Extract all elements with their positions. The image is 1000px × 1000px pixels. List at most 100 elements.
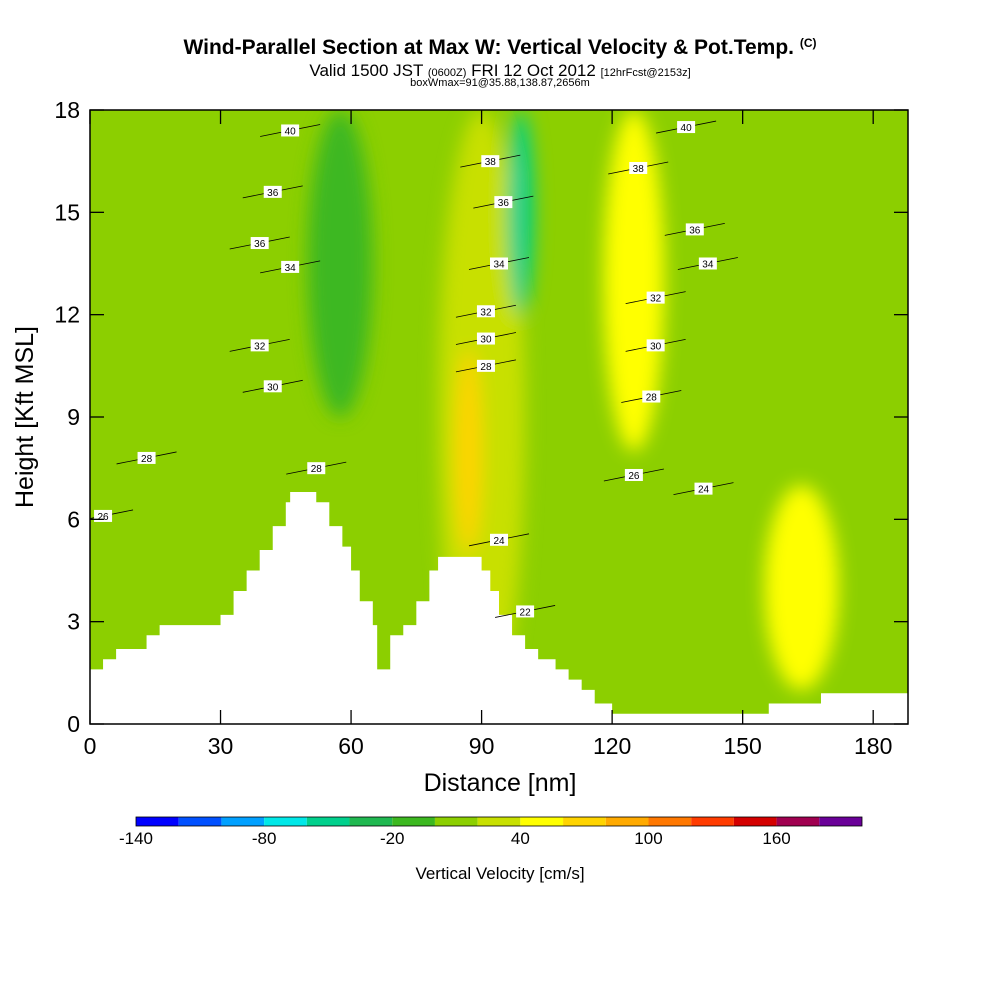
colorbar-swatch	[392, 817, 435, 826]
theta-label-text: 28	[311, 464, 323, 475]
theta-label-bg	[646, 291, 665, 304]
colorbar-swatch	[349, 817, 393, 826]
y-tick-label: 0	[67, 711, 80, 737]
theta-label-text: 38	[485, 157, 497, 168]
theta-label: 28	[476, 359, 495, 373]
theta-label-text: 34	[285, 263, 297, 274]
colorbar-tick-label: 40	[511, 829, 530, 848]
theta-label: 38	[481, 155, 500, 168]
y-tick-label: 9	[67, 404, 80, 430]
theta-label: 38	[629, 161, 648, 175]
x-tick-label: 120	[593, 733, 631, 759]
colorbar-tick-label: 100	[634, 829, 662, 848]
theta-label-text: 34	[493, 260, 505, 271]
y-tick-label: 18	[54, 97, 80, 123]
box-info: boxWmax=91@35.88,138.87,2656m	[410, 77, 590, 89]
theta-label: 34	[281, 260, 300, 274]
theta-label-bg	[490, 533, 508, 546]
y-tick-label: 12	[54, 302, 80, 328]
theta-label-text: 40	[681, 123, 693, 134]
title-text: Wind-Parallel Section at Max W: Vertical…	[183, 36, 794, 59]
theta-label: 26	[94, 509, 113, 523]
theta-label: 34	[698, 257, 717, 271]
colorbar-swatch	[520, 817, 564, 826]
theta-label-text: 24	[698, 485, 710, 496]
x-tick-label: 0	[84, 733, 97, 759]
theta-label-bg	[629, 161, 648, 174]
forecast-info: [12hrFcst@2153z]	[600, 67, 691, 79]
colorbar-swatch	[691, 817, 734, 826]
colorbar-tick-label: -140	[119, 829, 153, 848]
colorbar-swatch	[477, 817, 521, 826]
x-tick-label: 60	[338, 733, 364, 759]
theta-label-text: 38	[633, 164, 645, 175]
theta-label-bg	[476, 359, 495, 372]
colorbar: -140 -80 -20 40 100 160	[119, 816, 863, 848]
theta-label-text: 36	[498, 198, 510, 209]
x-tick-label: 150	[723, 733, 761, 759]
theta-label: 34	[490, 257, 508, 271]
theta-label-bg	[281, 124, 300, 137]
colorbar-swatch	[136, 817, 179, 826]
theta-label: 22	[516, 605, 535, 618]
theta-label-text: 36	[267, 188, 279, 199]
theta-label-text: 36	[254, 239, 266, 250]
theta-contour-labels: 26 28 30 32 34 36 36 40 28 28 30 32 34 36 38 24 22 38 40 36…	[94, 121, 717, 618]
colorbar-swatch	[221, 817, 265, 826]
valid-time: Valid 1500 JST	[309, 61, 424, 80]
theta-label: 28	[642, 390, 661, 404]
theta-label: 40	[677, 121, 696, 134]
w-cell	[307, 110, 373, 417]
theta-label-bg	[281, 260, 300, 273]
theta-label-bg	[698, 257, 717, 270]
theta-label-bg	[646, 339, 665, 352]
w-cell	[764, 485, 839, 690]
x-tick-label: 30	[208, 733, 234, 759]
theta-label-text: 30	[267, 382, 279, 393]
theta-label-text: 24	[493, 536, 505, 547]
y-tick-label: 6	[67, 506, 80, 532]
y-tick-label: 15	[54, 199, 80, 225]
theta-label: 24	[694, 482, 713, 496]
colorbar-swatch	[306, 817, 350, 826]
x-tick-label: 90	[469, 733, 495, 759]
theta-label: 36	[250, 237, 269, 250]
theta-label: 30	[646, 339, 665, 352]
theta-label: 28	[307, 462, 326, 475]
y-axis-label: Height [Kft MSL]	[11, 326, 39, 508]
theta-label-bg	[263, 185, 282, 198]
colorbar-swatch	[605, 817, 649, 826]
theta-label: 24	[490, 533, 508, 547]
w-cell	[455, 348, 482, 554]
theta-label-text: 30	[480, 335, 492, 346]
theta-label-bg	[677, 121, 696, 134]
x-axis-label: Distance [nm]	[424, 769, 577, 797]
copyright-mark: (C)	[799, 36, 817, 50]
theta-label: 28	[137, 451, 156, 465]
colorbar-swatch	[434, 817, 478, 826]
theta-label-bg	[137, 451, 156, 464]
theta-label: 32	[646, 291, 665, 305]
theta-label-bg	[490, 257, 508, 270]
theta-label: 36	[685, 223, 704, 236]
colorbar-swatch	[776, 817, 820, 826]
w-cell	[603, 110, 665, 452]
valid-utc: (0600Z)	[427, 67, 467, 79]
theta-label-text: 32	[254, 341, 266, 352]
theta-label-bg	[476, 305, 495, 318]
theta-label-bg	[250, 339, 269, 352]
colorbar-swatch	[178, 817, 222, 826]
theta-label: 40	[281, 124, 300, 137]
theta-label: 30	[263, 380, 282, 393]
colorbar-tick-label: -80	[252, 829, 277, 848]
colorbar-tick-label: 160	[762, 829, 790, 848]
theta-label-bg	[642, 390, 661, 403]
theta-label-bg	[476, 332, 495, 345]
theta-label-bg	[307, 462, 326, 475]
chart-subtitle: Valid 1500 JST (0600Z) FRI 12 Oct 2012 […	[0, 61, 1000, 81]
chart-title: Wind-Parallel Section at Max W: Vertical…	[0, 36, 1000, 60]
colorbar-label: Vertical Velocity [cm/s]	[415, 864, 585, 883]
theta-label-bg	[694, 482, 713, 495]
